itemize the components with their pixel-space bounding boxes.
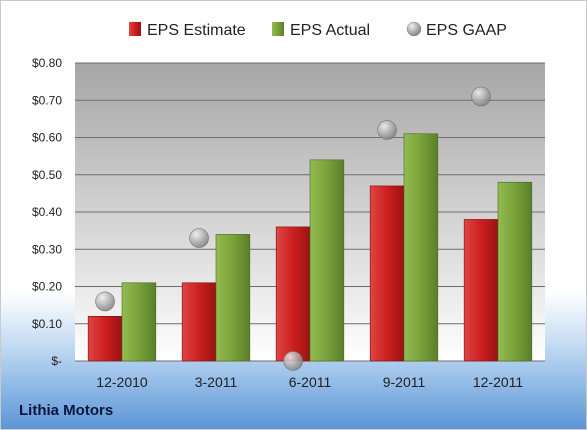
x-tick-label: 12-2011 — [473, 374, 524, 390]
y-tick-label: $0.60 — [32, 131, 62, 145]
company-name: Lithia Motors — [19, 402, 114, 419]
y-axis-ticks: $- $0.10 $0.20 $0.30 $0.40 $0.50 $0.60 $0.70 $0.… — [32, 56, 62, 368]
y-tick-label: $0.40 — [32, 205, 62, 219]
gaap-point — [471, 86, 491, 107]
y-tick-label: $0.20 — [32, 280, 62, 294]
bar-eps-estimate — [369, 185, 405, 362]
x-axis-ticks: 12-2010 3-2011 6-2011 9-2011 12-2011 — [96, 374, 523, 390]
bars — [87, 133, 533, 362]
legend: EPS Estimate EPS Actual EPS GAAP — [129, 21, 507, 39]
legend-swatch — [129, 22, 141, 36]
y-tick-label: $0.10 — [32, 317, 62, 331]
bar-eps-actual — [497, 181, 533, 362]
y-tick-label: $- — [51, 354, 62, 368]
bar-eps-actual — [215, 234, 251, 362]
bar-eps-actual — [309, 159, 345, 362]
x-tick-label: 3-2011 — [195, 374, 238, 390]
x-tick-label: 12-2010 — [96, 374, 148, 390]
bar-eps-actual — [403, 133, 439, 362]
bar-eps-estimate — [463, 219, 499, 362]
bar-eps-estimate — [181, 282, 217, 362]
legend-swatch — [272, 22, 284, 36]
x-tick-label: 9-2011 — [383, 374, 426, 390]
y-tick-label: $0.30 — [32, 242, 62, 256]
gaap-point — [95, 291, 115, 312]
bar-eps-actual — [121, 282, 157, 362]
y-tick-label: $0.80 — [32, 56, 62, 70]
legend-label: EPS Actual — [290, 22, 370, 39]
gaap-point — [189, 228, 209, 248]
y-tick-label: $0.70 — [32, 93, 62, 107]
bar-eps-estimate — [87, 315, 123, 362]
x-tick-label: 6-2011 — [289, 374, 332, 390]
legend-label: EPS GAAP — [426, 22, 507, 39]
legend-swatch — [406, 21, 422, 37]
legend-label: EPS Estimate — [147, 22, 246, 39]
y-tick-label: $0.50 — [32, 168, 62, 182]
gaap-point — [377, 120, 397, 140]
bar-eps-estimate — [275, 226, 311, 362]
gaap-point — [283, 351, 303, 371]
gaap-points — [95, 86, 491, 371]
